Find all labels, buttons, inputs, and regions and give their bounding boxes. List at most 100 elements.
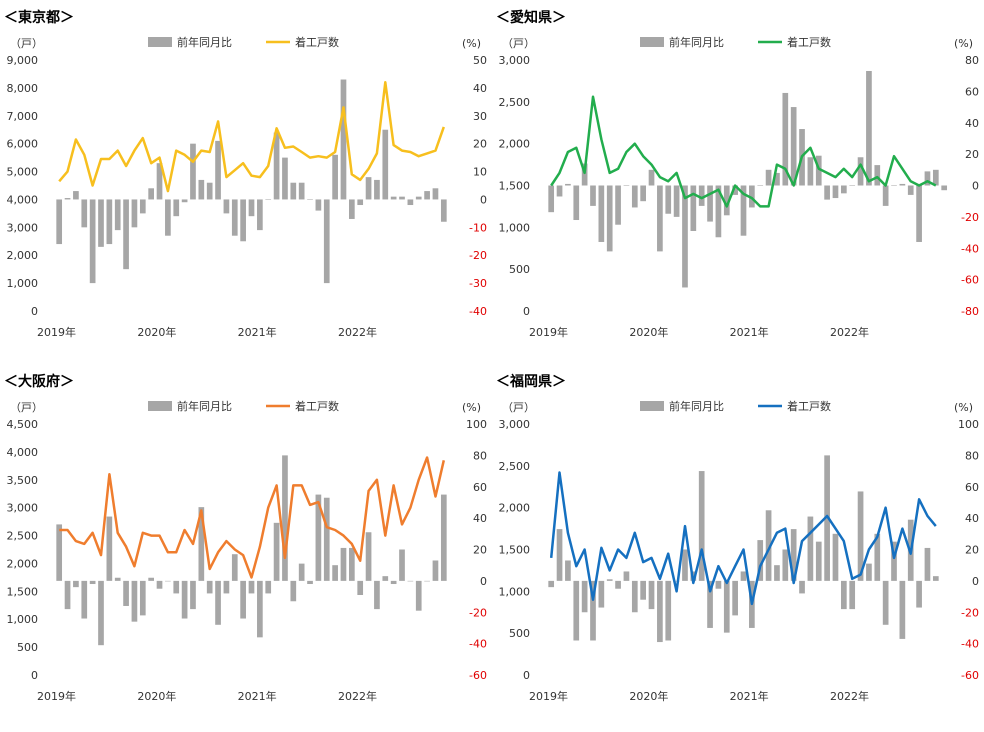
yoy-bar xyxy=(590,185,596,206)
yoy-bar xyxy=(399,549,405,581)
left-tick-label: 2,000 xyxy=(7,249,39,262)
yoy-bar xyxy=(840,185,847,194)
starts-line xyxy=(550,95,937,208)
yoy-bar xyxy=(707,185,713,222)
yoy-bar xyxy=(165,199,171,236)
right-tick-label: 80 xyxy=(473,449,487,462)
yoy-bar xyxy=(648,580,655,610)
yoy-bar xyxy=(682,549,688,581)
yoy-bar xyxy=(390,196,397,200)
yoy-bar xyxy=(365,532,372,581)
chart-panel-aichi: ＜愛知県＞ （戸） (%) 前年同月比 着工戸数 0 500 1,000 1,500 2,000 2… xyxy=(492,0,984,364)
yoy-bar xyxy=(139,580,146,616)
right-tick-label: 40 xyxy=(965,512,979,525)
left-tick-label: 3,500 xyxy=(7,474,39,487)
left-axis-unit: （戸） xyxy=(10,401,43,414)
yoy-bar xyxy=(106,516,113,581)
yoy-bar xyxy=(815,541,822,581)
yoy-bar xyxy=(73,580,79,588)
yoy-bar xyxy=(223,580,230,594)
yoy-bar xyxy=(282,455,288,581)
yoy-bar xyxy=(698,185,705,206)
yoy-bar xyxy=(424,580,430,582)
right-tick-label: 60 xyxy=(965,85,979,98)
left-tick-label: 0 xyxy=(523,669,530,682)
chart-panel-osaka: ＜大阪府＞ （戸） (%) 前年同月比 着工戸数 0 500 1,000 1,500 2,000 2… xyxy=(0,364,492,728)
yoy-bar xyxy=(774,172,780,186)
right-tick-label: -30 xyxy=(469,277,487,290)
yoy-bar xyxy=(257,580,263,638)
yoy-bar xyxy=(740,571,747,581)
yoy-bar xyxy=(749,185,755,208)
yoy-bar xyxy=(64,198,71,200)
yoy-bar xyxy=(932,169,939,186)
chart-osaka: ＜大阪府＞ （戸） (%) 前年同月比 着工戸数 0 500 1,000 1,500 2,000 2… xyxy=(4,373,487,703)
yoy-bar xyxy=(849,185,856,186)
yoy-bar xyxy=(265,199,272,200)
right-tick-label: -40 xyxy=(961,638,979,651)
right-tick-label: -40 xyxy=(469,638,487,651)
yoy-bar xyxy=(924,171,931,186)
yoy-bar xyxy=(832,533,839,581)
yoy-bar xyxy=(298,563,305,581)
yoy-bar xyxy=(832,185,839,199)
yoy-bar xyxy=(598,580,605,608)
left-tick-label: 1,000 xyxy=(499,585,531,598)
yoy-bar xyxy=(165,580,171,582)
yoy-bar xyxy=(240,199,246,242)
left-tick-label: 1,000 xyxy=(499,221,531,234)
legend-bar-label: 前年同月比 xyxy=(669,35,724,49)
yoy-bar xyxy=(156,163,163,200)
yoy-bar xyxy=(565,560,571,581)
yoy-bar xyxy=(181,580,188,619)
yoy-bar xyxy=(782,92,789,186)
legend-bar-label: 前年同月比 xyxy=(177,399,232,413)
chart-panel-tokyo: ＜東京都＞ （戸） (%) 前年同月比 着工戸数 0 1,000 2,000 3,000 4,00… xyxy=(0,0,492,364)
yoy-bar xyxy=(790,107,797,186)
yoy-bar xyxy=(740,185,747,236)
right-tick-label: 0 xyxy=(480,193,487,206)
yoy-bar xyxy=(432,188,439,200)
right-axis-unit: (%) xyxy=(954,37,973,50)
yoy-bar xyxy=(382,576,389,581)
right-tick-label: 20 xyxy=(965,148,979,161)
right-axis-unit: (%) xyxy=(462,37,481,50)
yoy-bar xyxy=(273,132,280,200)
right-tick-label: 50 xyxy=(473,54,487,67)
yoy-bar xyxy=(807,516,814,581)
yoy-bar xyxy=(89,199,96,284)
yoy-bar xyxy=(840,580,847,610)
yoy-bar xyxy=(390,580,397,585)
left-tick-label: 4,500 xyxy=(7,418,39,431)
right-tick-label: -80 xyxy=(961,305,979,318)
yoy-bar xyxy=(407,580,414,582)
left-tick-label: 1,500 xyxy=(499,180,531,193)
yoy-bar xyxy=(181,199,188,203)
right-tick-label: 40 xyxy=(473,82,487,95)
right-tick-label: -60 xyxy=(469,669,487,682)
right-tick-label: 60 xyxy=(473,481,487,494)
left-tick-label: 2,000 xyxy=(499,502,531,515)
yoy-bar xyxy=(415,580,422,611)
right-tick-label: 30 xyxy=(473,110,487,123)
yoy-bar xyxy=(874,533,881,581)
yoy-bar xyxy=(665,580,672,641)
yoy-bar xyxy=(648,169,655,186)
left-tick-label: 2,500 xyxy=(7,530,39,543)
chart-title: ＜福岡県＞ xyxy=(496,373,566,390)
left-tick-label: 6,000 xyxy=(7,138,39,151)
yoy-bar xyxy=(757,540,764,581)
right-tick-label: -10 xyxy=(469,221,487,234)
yoy-bar xyxy=(790,529,797,581)
yoy-bar xyxy=(590,580,596,641)
yoy-bar xyxy=(365,177,372,200)
yoy-bar xyxy=(407,199,414,206)
yoy-bar xyxy=(891,185,897,186)
left-tick-label: 3,000 xyxy=(499,54,531,67)
yoy-bar xyxy=(657,185,663,252)
yoy-bar xyxy=(673,580,680,582)
left-tick-label: 4,000 xyxy=(7,193,39,206)
yoy-bar xyxy=(623,571,630,581)
right-tick-label: 20 xyxy=(473,544,487,557)
chart-aichi: ＜愛知県＞ （戸） (%) 前年同月比 着工戸数 0 500 1,000 1,500 2,000 2… xyxy=(496,9,979,339)
